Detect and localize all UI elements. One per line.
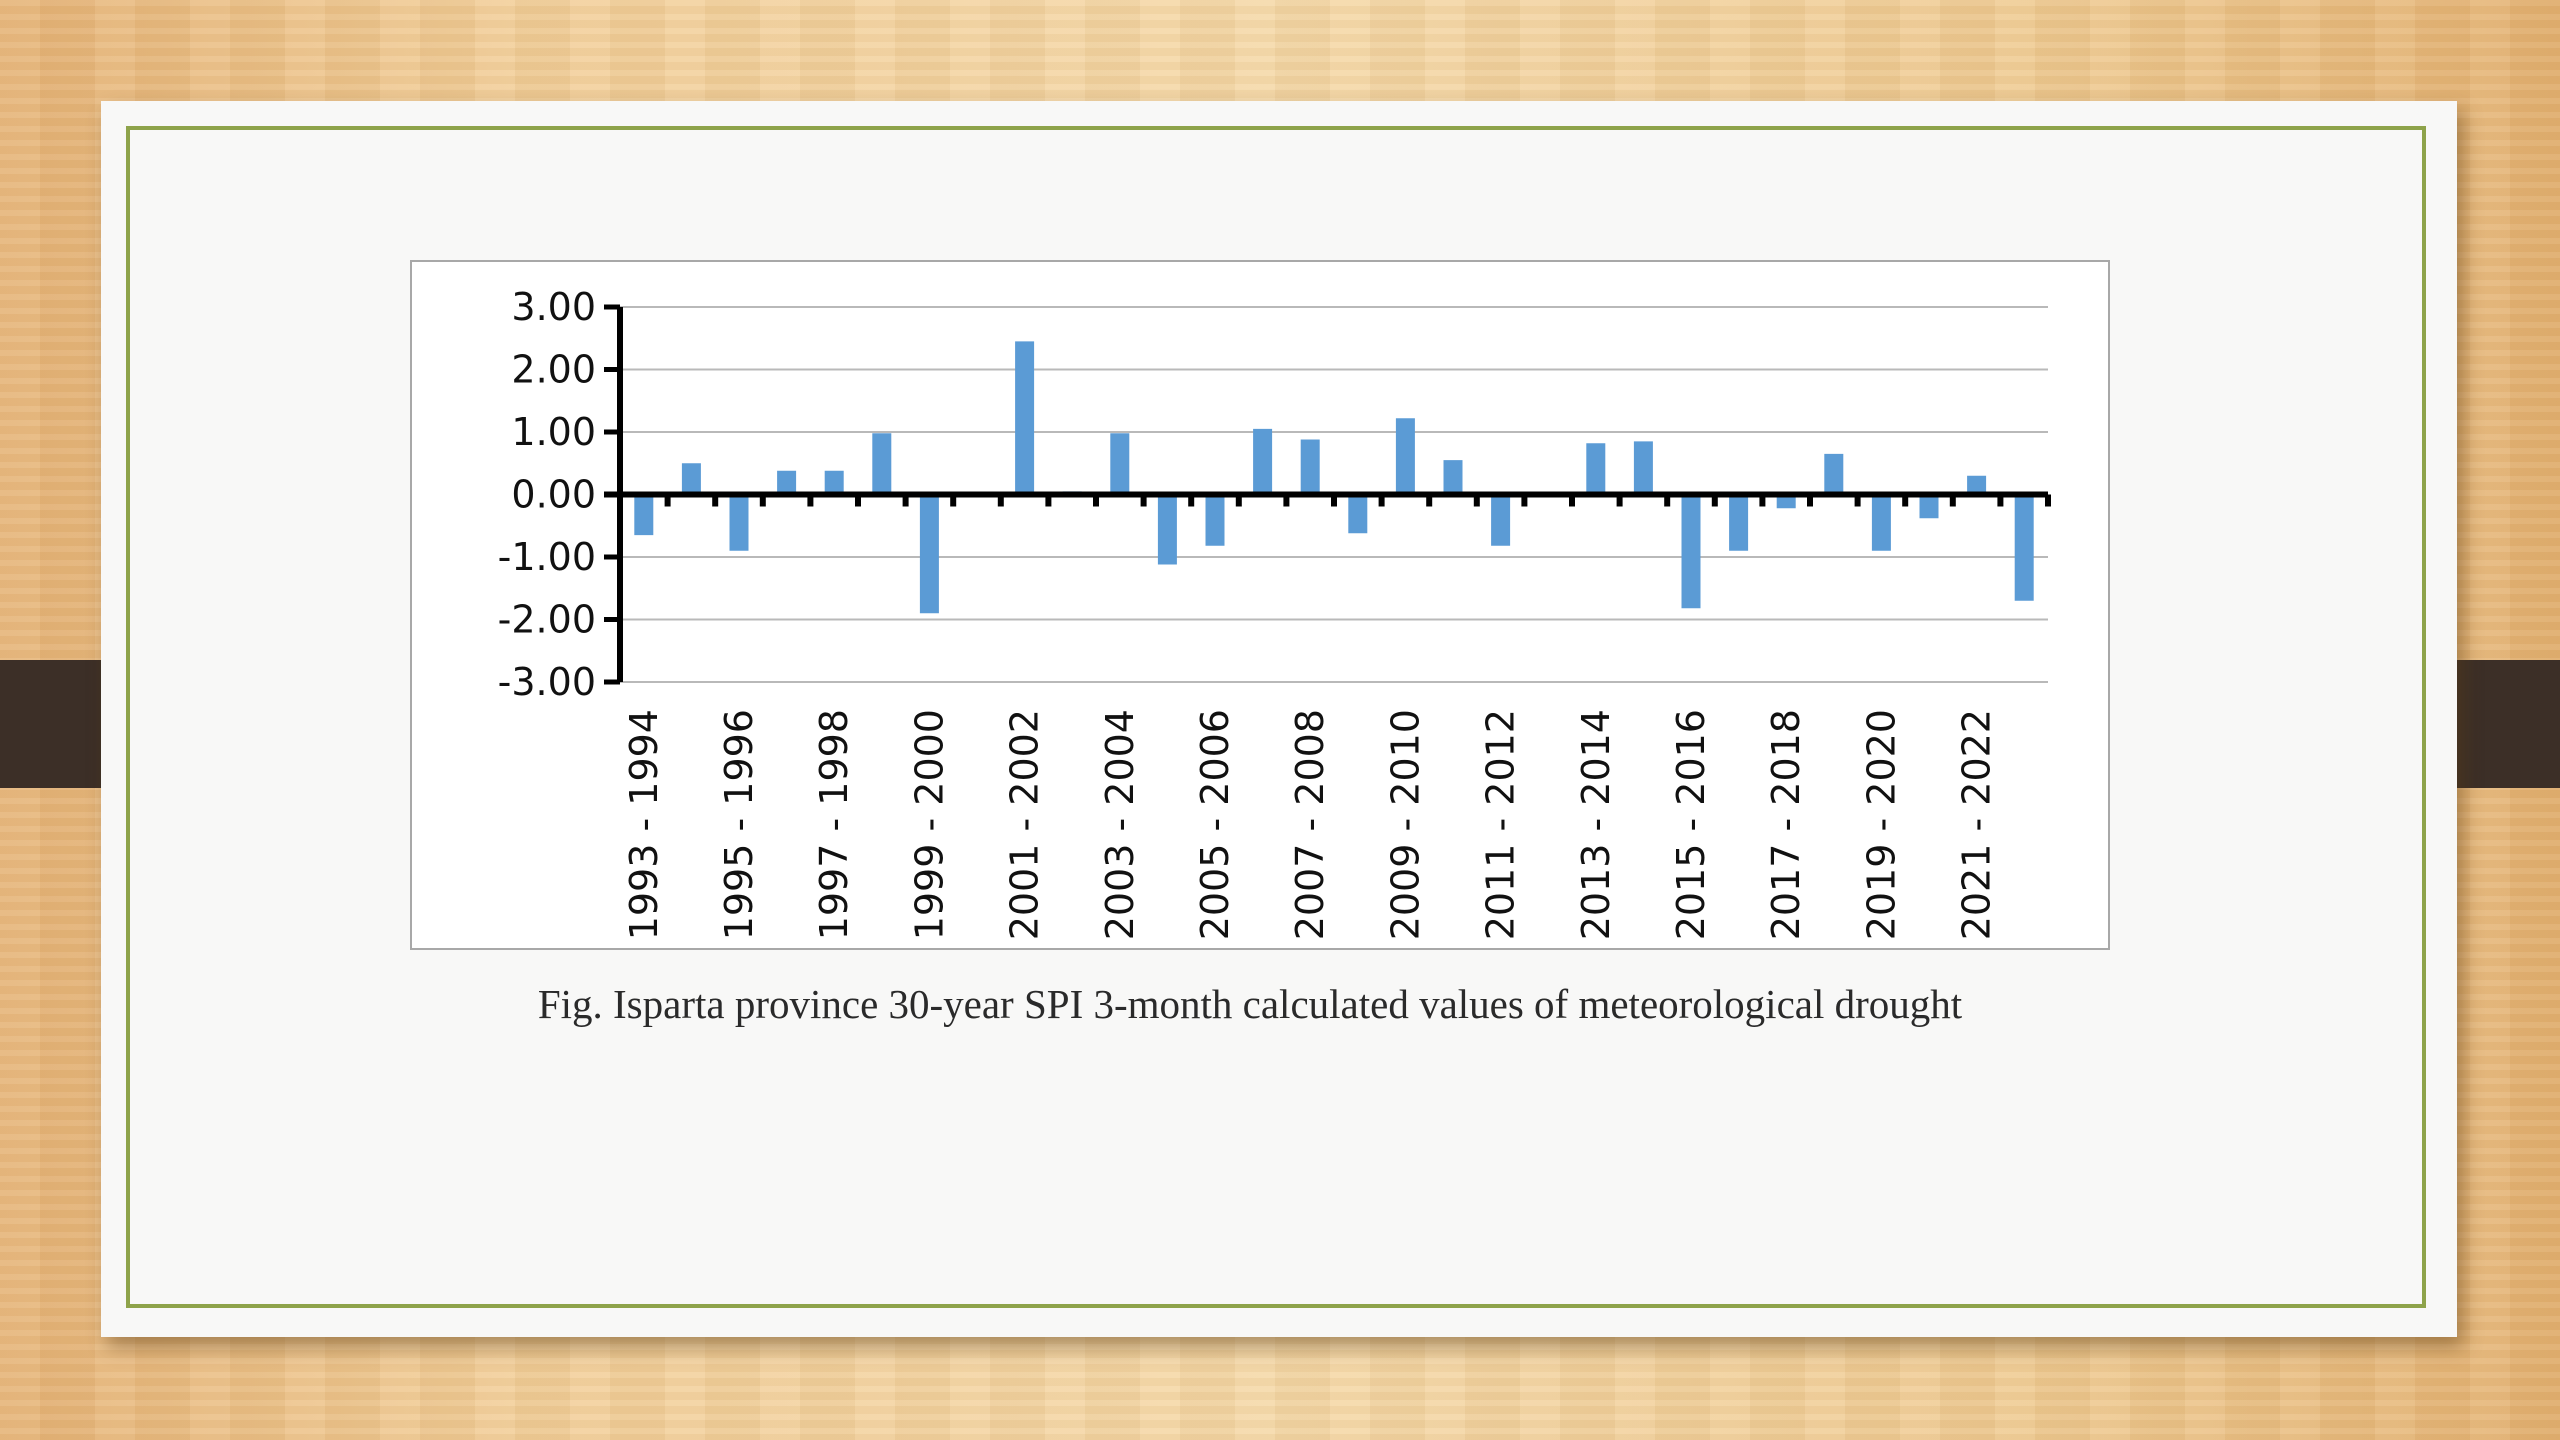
x-category-label: 2003 - 2004 (1098, 709, 1142, 940)
bar (729, 494, 749, 551)
x-category-label: 2007 - 2008 (1288, 709, 1332, 940)
slide-border (126, 126, 2426, 1308)
bar (1967, 475, 1987, 495)
bar (872, 433, 892, 495)
bar (777, 470, 797, 495)
x-category-label: 1993 - 1994 (622, 709, 666, 940)
bar (1348, 494, 1368, 534)
bar (1253, 428, 1273, 495)
bar (1871, 494, 1891, 551)
x-category-label: 2013 - 2014 (1574, 709, 1618, 940)
y-tick-label: 0.00 (511, 473, 596, 517)
bar (1681, 494, 1701, 609)
y-tick-label: 2.00 (511, 348, 596, 392)
figure-caption: Fig. Isparta province 30-year SPI 3-mont… (537, 981, 1963, 1027)
x-category-label: 2009 - 2010 (1383, 709, 1427, 940)
bar (1015, 341, 1035, 495)
bar (1491, 494, 1511, 546)
bar (1919, 494, 1939, 519)
x-category-label: 2019 - 2020 (1859, 709, 1903, 940)
spi-bar-chart: 3.00 2.00 1.00 0.00 -1.00 -2.00 -3.00 1993 - 19… (498, 285, 2051, 940)
y-tick-label: -2.00 (498, 598, 596, 642)
bar (681, 463, 701, 495)
y-tick-label: -1.00 (498, 535, 596, 579)
x-category-label: 2017 - 2018 (1764, 709, 1808, 940)
bar (1586, 443, 1606, 495)
bar (1205, 494, 1225, 546)
y-tick-label: 1.00 (511, 410, 596, 454)
x-category-label: 2015 - 2016 (1669, 709, 1713, 940)
x-category-label: 2001 - 2002 (1003, 709, 1047, 940)
x-category-label: 1995 - 1996 (717, 709, 761, 940)
bar (1443, 460, 1463, 495)
bar (1395, 418, 1415, 495)
bar (1776, 494, 1796, 509)
x-category-label: 2011 - 2012 (1479, 709, 1523, 940)
bar (1157, 494, 1177, 565)
bar (919, 494, 939, 614)
bar (634, 494, 654, 536)
bar (2014, 494, 2034, 601)
x-category-label: 1997 - 1998 (812, 709, 856, 940)
bar (824, 470, 844, 495)
bar (1729, 494, 1749, 551)
y-tick-label: 3.00 (511, 285, 596, 329)
bar (1824, 453, 1844, 495)
y-tick-label: -3.00 (498, 660, 596, 704)
bar (1633, 441, 1653, 495)
chart-frame: 3.00 2.00 1.00 0.00 -1.00 -2.00 -3.00 1993 - 19… (410, 260, 2110, 950)
x-category-label: 2005 - 2006 (1193, 709, 1237, 940)
bar (1110, 433, 1130, 495)
x-category-label: 1999 - 2000 (907, 709, 951, 940)
x-category-label: 2021 - 2022 (1955, 709, 1999, 940)
bar (1300, 439, 1320, 495)
